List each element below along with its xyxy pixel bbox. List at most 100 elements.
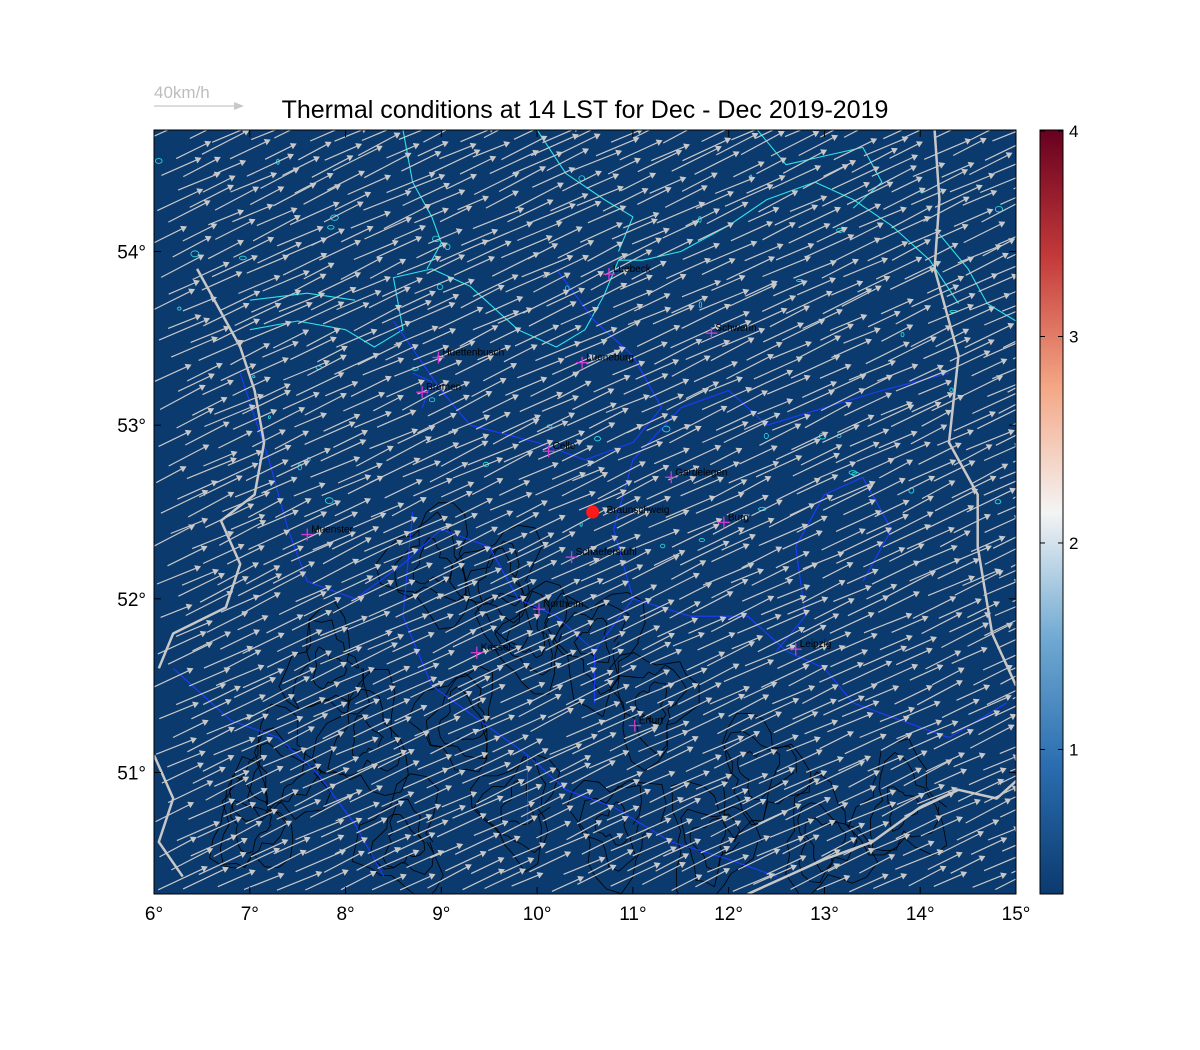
wind-arrow-head [789, 644, 797, 651]
wind-arrow-head [299, 849, 307, 857]
wind-arrow [597, 482, 628, 500]
wind-arrow [384, 481, 418, 499]
wind-arrow [802, 166, 844, 190]
wind-arrow [530, 374, 575, 397]
wind-arrow-head [718, 651, 726, 658]
wind-arrow [1008, 627, 1016, 633]
x-tick-label: 8° [336, 904, 354, 925]
wind-arrow-head [1026, 156, 1033, 163]
wind-arrow-head [333, 327, 341, 335]
wind-arrow [177, 375, 210, 392]
wind-arrow [536, 415, 570, 433]
wind-arrow-head [487, 354, 494, 362]
wind-arrow [562, 580, 599, 597]
wind-arrow-head [788, 222, 796, 229]
wind-arrow [324, 145, 357, 161]
wind-arrow [157, 633, 202, 655]
wind-arrow [822, 426, 855, 443]
wind-arrow-head [714, 324, 721, 331]
wind-arrow-head [621, 815, 629, 823]
wind-arrow-head [308, 561, 316, 568]
wind-arrow-head [936, 664, 944, 671]
wind-arrow [671, 526, 715, 548]
wind-arrow-head [485, 390, 493, 398]
wind-arrow-head [885, 660, 893, 667]
wind-arrow [923, 339, 966, 360]
wind-arrow-head [691, 682, 699, 690]
wind-arrow [276, 228, 319, 247]
wind-arrow [701, 389, 747, 411]
wind-arrow [607, 463, 641, 483]
terrain-contour [848, 738, 948, 856]
wind-arrow [593, 510, 637, 532]
wind-arrow [383, 519, 413, 534]
wind-arrow-head [351, 380, 359, 388]
wind-arrow-head [552, 324, 560, 331]
wind-arrow [206, 613, 244, 633]
wind-arrow [816, 877, 846, 891]
wind-arrow-head [430, 676, 438, 683]
wind-arrow-head [573, 631, 581, 638]
wind-arrow-head [210, 480, 218, 487]
wind-arrow [226, 652, 257, 669]
wind-arrow-head [710, 172, 718, 179]
wind-arrow [968, 770, 1002, 786]
wind-arrow-head [589, 490, 596, 498]
wind-arrow [476, 717, 510, 732]
wind-arrow [953, 446, 988, 466]
wind-arrow [259, 385, 286, 400]
wind-arrow [559, 757, 587, 773]
wind-arrow-head [274, 302, 282, 309]
wind-arrow-head [210, 296, 217, 303]
wind-arrow-head [951, 786, 958, 794]
colorbar-tick-label: 3 [1069, 327, 1078, 346]
wind-arrow [701, 130, 727, 143]
wind-arrow [920, 818, 958, 837]
wind-arrow-head [983, 350, 991, 357]
wind-arrow-head [213, 820, 221, 828]
wind-arrow [551, 462, 589, 480]
wind-arrow-head [989, 411, 996, 418]
wind-arrow [576, 807, 609, 825]
wind-arrow [620, 277, 648, 290]
wind-arrow-head [337, 301, 345, 308]
wind-arrow [993, 163, 1016, 174]
wind-arrow-head [442, 344, 450, 352]
wind-arrow [168, 446, 205, 467]
wind-arrow-head [275, 573, 283, 580]
wind-arrow [926, 278, 960, 294]
wind-arrow-head [869, 785, 877, 792]
wind-arrow-head [242, 302, 250, 309]
wind-arrow [927, 577, 970, 597]
wind-arrow-head [798, 626, 806, 634]
wind-arrow-head [364, 537, 372, 544]
wind-arrow-head [712, 523, 720, 530]
wind-arrow [902, 130, 922, 139]
wind-arrow [867, 313, 896, 328]
wind-arrow-head [239, 851, 247, 858]
wind-arrow [681, 306, 726, 329]
wind-arrow [1001, 844, 1016, 852]
wind-arrow-head [965, 120, 972, 126]
wind-arrow [397, 564, 428, 579]
wind-arrow [459, 327, 494, 347]
wind-arrow-head [291, 651, 299, 658]
wind-arrow [202, 177, 231, 193]
wind-arrow-head [536, 738, 543, 745]
wind-arrow [294, 415, 322, 428]
wind-arrow-head [373, 698, 380, 705]
wind-arrow [635, 361, 675, 380]
wind-arrow [802, 383, 832, 398]
wind-arrow-head [650, 218, 658, 225]
wind-arrow-head [712, 381, 720, 388]
terrain-contour [352, 715, 384, 759]
terrain-contour [544, 592, 646, 718]
wind-arrow [516, 502, 543, 518]
wind-arrow-head [530, 344, 538, 351]
wind-arrow [904, 703, 936, 718]
wind-arrow-head [357, 850, 365, 857]
wind-arrow-head [737, 527, 745, 534]
wind-arrow [790, 357, 836, 379]
wind-arrow-head [645, 249, 653, 256]
wind-arrow [535, 474, 581, 496]
